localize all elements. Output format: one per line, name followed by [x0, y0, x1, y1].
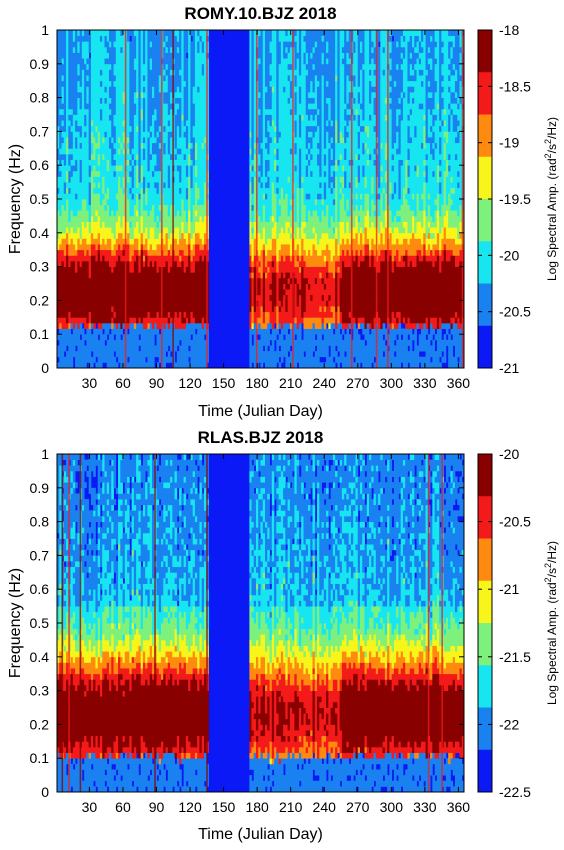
x-tick-label: 120: [178, 799, 202, 815]
x-tick-label: 90: [149, 799, 165, 815]
y-tick-label: 0.4: [30, 225, 50, 241]
y-tick-label: 0.1: [30, 326, 50, 342]
colorbar-segment: [478, 454, 492, 497]
x-tick-label: 300: [380, 375, 404, 391]
colorbar-tick-label: -20: [499, 446, 519, 462]
x-tick-label: 360: [447, 375, 471, 391]
x-tick-label: 360: [447, 799, 471, 815]
y-tick-label: 0.2: [30, 716, 50, 732]
data-gap: [209, 30, 250, 368]
colorbar-tick-label: -20.5: [499, 304, 531, 320]
colorbar-tick-label: -20.5: [499, 514, 531, 530]
chart-title: RLAS.BJZ 2018: [198, 428, 324, 447]
y-tick-label: 0.7: [30, 123, 50, 139]
colorbar-tick-label: -18: [499, 22, 519, 38]
y-tick-label: 0.5: [30, 615, 50, 631]
y-axis-label: Frequency (Hz): [7, 144, 24, 254]
x-tick-label: 270: [346, 375, 370, 391]
chart-title: ROMY.10.BJZ 2018: [184, 4, 336, 23]
colorbar-segment: [478, 623, 492, 666]
colorbar-frame: [477, 453, 493, 793]
colorbar-segment: [478, 538, 492, 582]
y-tick-label: 0.3: [30, 683, 50, 699]
y-tick-label: 0.2: [30, 292, 50, 308]
y-tick-label: 0.9: [30, 56, 50, 72]
y-tick-label: 0.3: [30, 259, 50, 275]
x-tick-label: 300: [380, 799, 404, 815]
colorbar-segment: [478, 749, 492, 793]
y-tick-label: 0.9: [30, 480, 50, 496]
y-tick-label: 0.1: [30, 750, 50, 766]
y-tick-label: 0: [41, 784, 49, 800]
colorbar-segment: [478, 283, 492, 327]
spectrogram: [57, 454, 464, 792]
x-tick-label: 60: [115, 799, 131, 815]
colorbar-segment: [478, 325, 492, 369]
x-axis-label: Time (Julian Day): [198, 403, 323, 420]
x-tick-label: 30: [82, 799, 98, 815]
x-tick-label: 90: [149, 375, 165, 391]
y-tick-label: 0.7: [30, 547, 50, 563]
x-tick-label: 240: [313, 799, 337, 815]
x-tick-label: 120: [178, 375, 202, 391]
colorbar-segment: [478, 114, 492, 158]
colorbar-segment: [478, 496, 492, 539]
x-tick-label: 330: [413, 799, 437, 815]
y-axis-label: Frequency (Hz): [7, 568, 24, 678]
colorbar-tick-label: -21: [499, 581, 519, 597]
x-axis-label: Time (Julian Day): [198, 826, 323, 843]
x-tick-label: 180: [245, 375, 269, 391]
x-tick-label: 270: [346, 799, 370, 815]
colorbar-tick-label: -19: [499, 135, 519, 151]
y-tick-label: 1: [41, 22, 49, 38]
colorbar-tick-label: -20: [499, 247, 519, 263]
x-tick-label: 180: [245, 799, 269, 815]
panel-rlas: RLAS.BJZ 2018 0 0.1 0.2 0.3 0.4 0.5 0.6 0.7 0.8 0.…: [7, 428, 559, 843]
y-tick-label: 0.6: [30, 157, 50, 173]
y-tick-label: 0.8: [30, 90, 50, 106]
colorbar-label: Log Spectral Amp. (rad2/s2/Hz): [543, 541, 559, 705]
spectrogram: [57, 30, 464, 368]
x-tick-label: 240: [313, 375, 337, 391]
colorbar-tick-label: -19.5: [499, 191, 531, 207]
y-tick-label: 0.6: [30, 581, 50, 597]
colorbar-segment: [478, 199, 492, 242]
colorbar-segment: [478, 665, 492, 708]
y-tick-label: 0: [41, 360, 49, 376]
colorbar-segment: [478, 707, 492, 751]
x-tick-label: 210: [279, 799, 303, 815]
colorbar-segment: [478, 156, 492, 200]
data-gap: [209, 454, 250, 792]
panel-romy: ROMY.10.BJZ 2018 0 0.1 0.2 0.3 0.4 0.5 0.6 0.7 0.…: [7, 4, 559, 420]
colorbar-segment: [478, 30, 492, 73]
y-tick-label: 0.4: [30, 649, 50, 665]
x-tick-label: 60: [115, 375, 131, 391]
colorbar-tick-label: -21: [499, 360, 519, 376]
y-tick-label: 0.5: [30, 191, 50, 207]
colorbar-label: Log Spectral Amp. (rad2/s2/Hz): [543, 117, 559, 281]
colorbar-tick-label: -21.5: [499, 649, 531, 665]
x-tick-label: 150: [212, 799, 236, 815]
x-tick-label: 210: [279, 375, 303, 391]
colorbar-segment: [478, 580, 492, 624]
x-tick-label: 150: [212, 375, 236, 391]
y-tick-label: 1: [41, 446, 49, 462]
y-tick-label: 0.8: [30, 514, 50, 530]
colorbar-tick-label: -22: [499, 716, 519, 732]
x-tick-label: 330: [413, 375, 437, 391]
colorbar-segment: [478, 72, 492, 115]
colorbar-tick-label: -22.5: [499, 784, 531, 800]
colorbar-tick-label: -18.5: [499, 78, 531, 94]
colorbar-segment: [478, 241, 492, 284]
x-tick-label: 30: [82, 375, 98, 391]
